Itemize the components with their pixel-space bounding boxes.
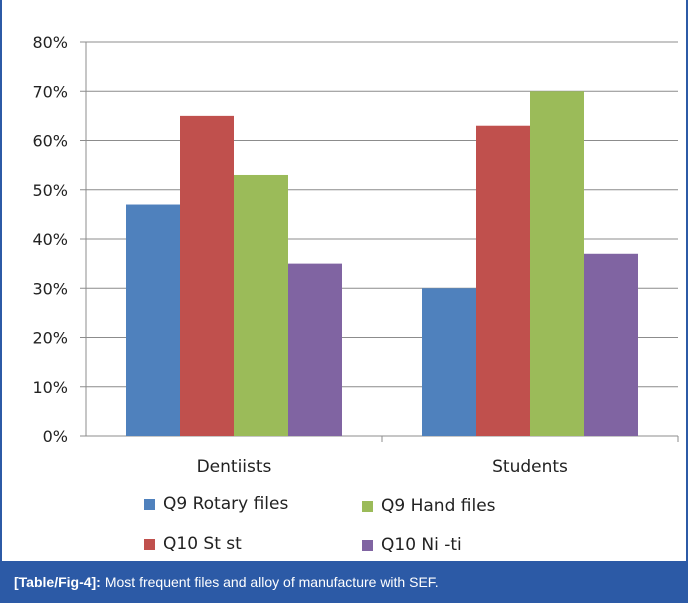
legend-swatch-q9-rotary [144,498,155,510]
y-tick-label: 40% [32,230,68,249]
y-tick-label: 60% [32,132,68,151]
legend-label-q9-hand: Q9 Hand files [381,496,496,516]
y-tick-label: 30% [32,279,68,298]
bar [126,204,180,436]
bar [234,174,288,436]
bar [288,263,342,436]
x-tick-label: Students [492,457,568,477]
bar-chart: 0% 10% 20% 30% 40% 50% 60% 70% 80% Dentiists Stude… [32,33,679,477]
legend-label-q9-rotary: Q9 Rotary files [163,494,289,514]
y-tick-label: 70% [32,82,68,101]
bar [530,91,584,436]
figure-caption: [Table/Fig-4]: Most frequent files and a… [0,561,688,603]
y-tick-label: 10% [32,378,68,397]
bar [584,253,638,436]
y-tick-label: 20% [32,329,68,348]
legend-label-q10-niti: Q10 Ni -ti [381,535,462,555]
caption-ref: [Table/Fig-4]: [14,574,101,590]
chart-frame: 0% 10% 20% 30% 40% 50% 60% 70% 80% Dentiists Stude… [0,0,688,561]
legend-swatch-q9-hand [362,500,373,512]
legend-swatch-q10-stst [144,538,155,550]
caption-text: Most frequent files and alloy of manufac… [104,574,439,590]
legend-item-q10-niti: Q10 Ni -ti [362,535,462,555]
y-tick-label: 80% [32,33,68,52]
legend-swatch-q10-niti [362,539,373,551]
y-tick-label: 0% [43,427,68,446]
bar [422,288,476,436]
bar [180,115,234,436]
legend-item-q9-hand: Q9 Hand files [362,496,496,516]
legend-item-q10-stst: Q10 St st [144,534,242,554]
y-tick-label: 50% [32,181,68,200]
legend-label-q10-stst: Q10 St st [163,534,242,554]
bar [476,125,530,436]
x-tick-label: Dentiists [197,457,272,477]
legend-item-q9-rotary: Q9 Rotary files [144,494,288,514]
